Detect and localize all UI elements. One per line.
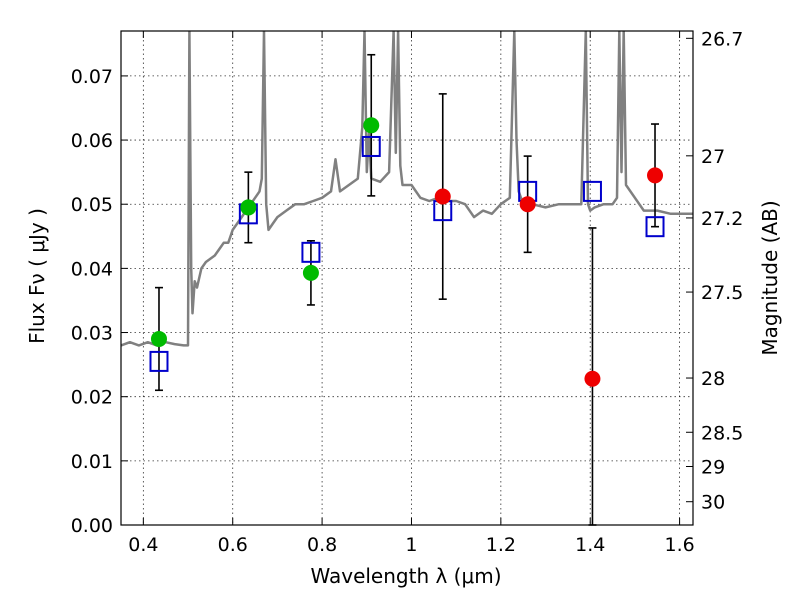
y-tick-label: 0.06 [71,130,113,152]
y-tick-label: 0.02 [71,387,113,409]
photometry-point [434,188,451,205]
photometry-point [363,117,380,134]
x-tick-label: 1 [405,534,417,556]
right-tick-label: 30 [701,492,725,514]
x-tick-label: 0.8 [307,534,337,556]
spectrum-line [121,31,693,347]
y-tick-label: 0.07 [71,66,113,88]
x-tick-label: 1.6 [664,534,694,556]
tick-layer: 0.4 0.6 0.8 1 1.2 1.4 1.6 0.00 0.01 0.02 0.03 0.04 0… [71,28,744,556]
photometry-point [150,330,167,347]
y-tick-label: 0.00 [71,515,113,537]
model-square-marker [582,180,602,202]
right-tick-label: 27 [701,146,725,168]
photometry-point [240,199,257,216]
right-tick-label: 26.7 [701,28,743,50]
x-tick-label: 0.6 [218,534,248,556]
right-tick-label: 27.2 [701,208,743,230]
model-square-marker [301,241,321,263]
right-tick-label: 28.5 [701,422,743,444]
right-tick-label: 29 [701,456,725,478]
y-tick-label: 0.03 [71,323,113,345]
model-square-marker [361,135,381,157]
spectrum-layer [121,31,693,347]
x-tick-label: 1.4 [575,534,605,556]
right-axis-title: Magnitude (AB) [758,200,782,355]
right-tick-label: 27.5 [701,282,743,304]
x-axis-title: Wavelength λ (μm) [310,564,501,588]
photometry-point [584,370,601,387]
x-tick-label: 0.4 [128,534,158,556]
marker-layer [149,117,665,387]
x-tick-label: 1.2 [486,534,516,556]
photometry-point [302,264,319,281]
photometry-point [519,196,536,213]
model-square-marker [645,216,665,238]
right-tick-label: 28 [701,368,725,390]
y-tick-label: 0.01 [71,451,113,473]
plot-frame [120,30,694,526]
grid-layer [121,31,693,526]
photometry-point [647,167,664,184]
y-tick-label: 0.05 [71,194,113,216]
y-tick-label: 0.04 [71,258,113,280]
model-square-marker [149,350,169,372]
y-axis-title: Flux Fν ( μJy ) [25,208,49,344]
